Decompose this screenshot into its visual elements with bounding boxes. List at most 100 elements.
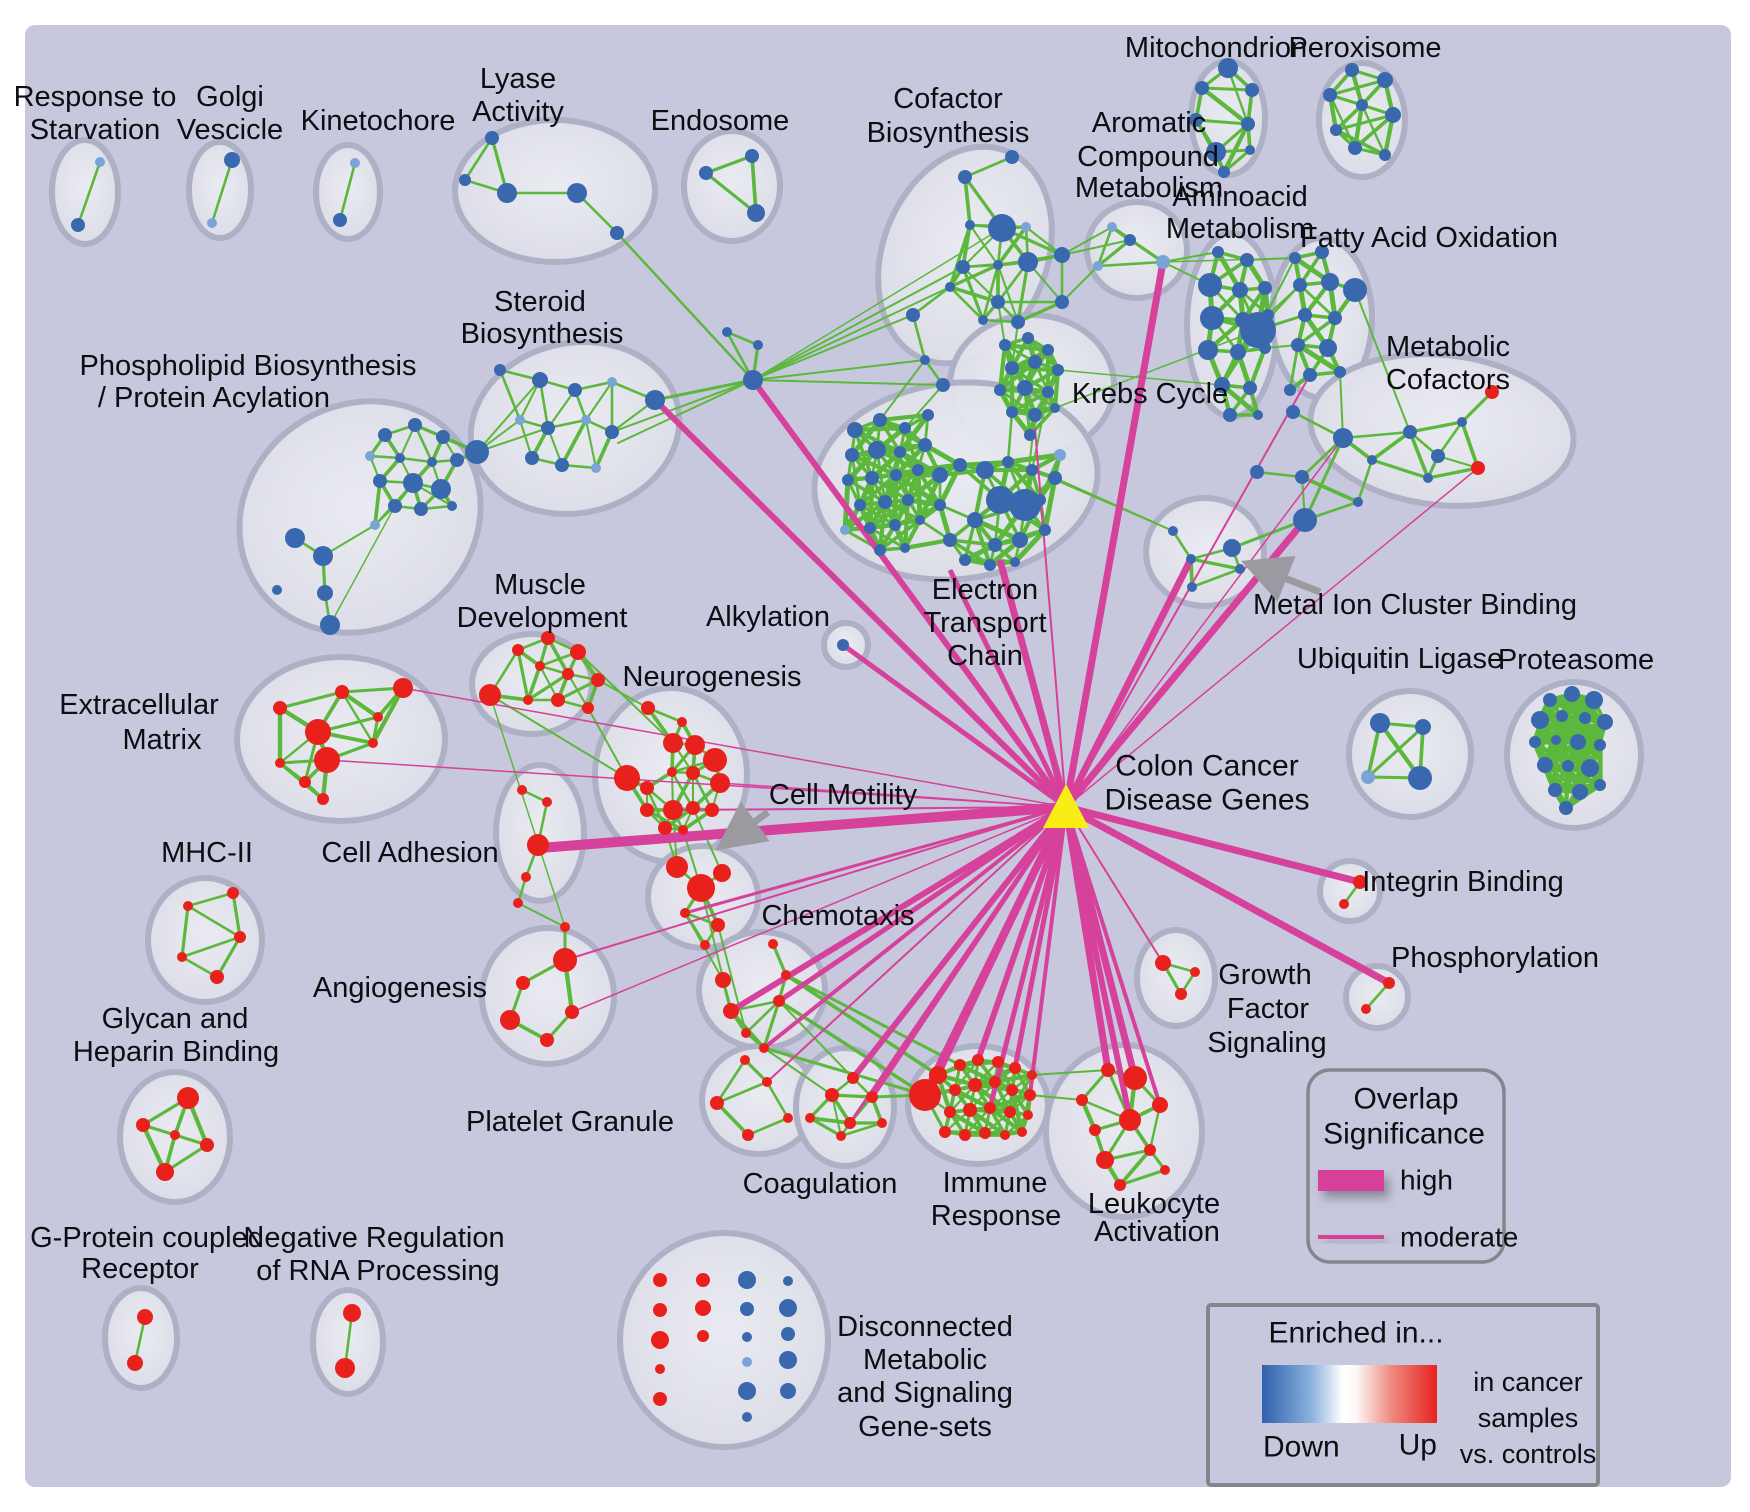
cofactor-biosynthesis-node [945,282,955,292]
chemotaxis-label: Chemotaxis [761,900,914,932]
growth-factor-signaling-label: Factor [1227,993,1310,1025]
peroxisome-edge [1328,78,1387,97]
metabolic-cofactors-node [1286,405,1300,419]
peroxisome-node [1385,107,1401,123]
cofactor-biosynthesis-edge [963,155,1014,179]
coagulation-node [877,1118,887,1128]
extracellular-matrix-ellipse [234,654,448,824]
proteasome-node [1572,784,1588,800]
cell-motility-node [666,856,688,878]
aminoacid-metabolism-edge [1247,345,1268,391]
leukocyte-activation-edge [1118,1148,1152,1187]
green-link-edge [1061,239,1131,256]
electron-transport-chain-node [943,533,957,547]
fatty-acid-oxidation-node [1315,245,1329,259]
green-link-edge [329,505,396,626]
aminoacid-metabolism-node [1212,246,1224,258]
green-link-edge [1061,265,1099,303]
cofactor-biosynthesis-label: Biosynthesis [867,117,1030,149]
disconnected-gene-sets-label: Gene-sets [858,1411,992,1443]
krebs-cycle-node [994,384,1006,396]
lyase-activity-ellipse [452,117,658,265]
electron-transport-chain-edge [937,462,963,508]
leukocyte-activation-node [1144,1144,1156,1156]
green-link-edge [1054,329,1259,409]
overlap-edge-high [947,568,1069,809]
krebs-cycle-edge [997,359,1038,393]
mitochondrion-edge [1200,86,1254,92]
hub-label-line1: Colon Cancer [1115,750,1298,783]
extracellular-matrix-node [275,758,285,768]
krebs-cycle-node [1017,380,1033,396]
cofactor-biosynthesis-edge [911,285,952,317]
neurogenesis-node [703,748,727,772]
bridge-junction-node [753,340,763,350]
overlap-edge-moderate [1065,374,1311,808]
fatty-acid-oxidation-node [1284,384,1296,396]
fatty-acid-oxidation-node [1298,308,1312,322]
neurogenesis-node [663,733,683,753]
bridge-junction-node [743,370,763,390]
ubiquitin-ligase-node [1415,719,1431,735]
peroxisome-node [1348,141,1362,155]
krebs-cycle-node [1050,403,1060,413]
mhc-ii-edge [186,904,242,939]
disconnected-gene-sets-node [695,1300,711,1316]
platelet-granule-edge [715,1080,769,1105]
electron-transport-chain-node [922,409,934,421]
immune-response-edge [987,1092,1033,1111]
phospholipid-biosynthesis-protein-acylation-node [431,479,451,499]
disconnected-gene-sets-label: Disconnected [837,1311,1013,1343]
cell-adhesion-node [517,785,527,795]
steroid-biosynthesis-node [541,421,555,435]
steroid-biosynthesis-edge [584,418,598,470]
phospholipid-biosynthesis-protein-acylation-ellipse [236,398,484,636]
muscle-development-node [591,673,605,687]
cofactor-biosynthesis-edge [911,313,927,362]
metabolic-cofactors-edge [1460,420,1480,470]
endosome-label: Endosome [651,105,790,137]
fatty-acid-oxidation-node [1293,278,1307,292]
fatty-acid-oxidation-node [1303,368,1317,382]
overlap-edge-moderate [1065,467,1479,808]
electron-transport-chain-node [932,467,948,483]
endosome-edge [704,171,758,215]
fatty-acid-oxidation-node [1289,252,1301,264]
mhc-ii-node [210,970,224,984]
chemotaxis-node [781,970,791,980]
metal-ion-cluster-binding-ellipse [1143,495,1267,609]
cell-motility-node [687,874,715,902]
cofactor-biosynthesis-node [965,220,975,230]
chemotaxis-edge [762,999,781,1050]
legend-down-label: Down [1263,1431,1340,1464]
cell-motility-label: Cell Motility [769,779,918,811]
aminoacid-metabolism-node [1223,408,1237,422]
electron-transport-chain-label: Chain [947,640,1023,672]
electron-transport-chain-node [900,543,910,553]
green-link-edge [476,379,541,453]
cofactor-biosynthesis-edge [948,285,985,322]
green-link-edge [1267,284,1301,316]
steroid-biosynthesis-node [605,425,619,439]
extracellular-matrix-label: Matrix [123,724,202,756]
mhc-ii-edge [186,891,235,908]
cell-motility-node [700,940,710,950]
proteasome-edge [1565,742,1603,769]
phospholipid-biosynthesis-protein-acylation-node [450,453,464,467]
leukocyte-activation-node [1096,1151,1114,1169]
electron-transport-chain-edge [902,537,953,551]
krebs-cycle-node [1028,408,1042,422]
aminoacid-metabolism-label: Aminoacid [1172,181,1307,213]
proteasome-node [1543,693,1557,707]
cofactor-biosynthesis-edge [948,223,972,289]
extracellular-matrix-node [299,776,311,788]
green-link-edge [752,379,944,386]
immune-response-edge [963,1106,992,1137]
proteasome-node [1585,691,1603,709]
colon-cancer-disease-genes-hub-triangle [1043,784,1089,828]
electron-transport-chain-node [890,469,902,481]
muscle-development-label: Development [457,602,628,634]
fatty-acid-oxidation-node [1291,338,1305,352]
mhc-ii-ellipse [145,875,265,1005]
disconnected-gene-sets-node [651,1331,669,1349]
